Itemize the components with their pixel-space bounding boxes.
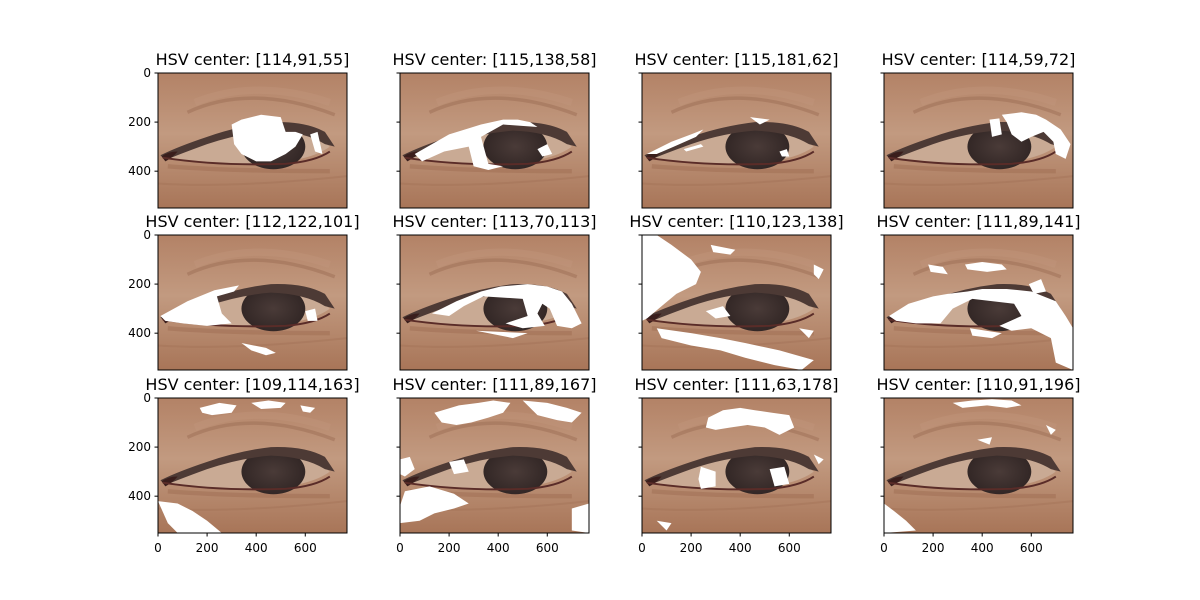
axes-frame — [399, 234, 590, 371]
x-tick-label: 200 — [680, 541, 703, 555]
y-tick-label: 0 — [143, 66, 151, 80]
x-tick-label: 200 — [438, 541, 461, 555]
eye-image — [884, 398, 1073, 533]
subplot: HSV center: [110,123,138] — [629, 212, 844, 371]
subplot: HSV center: [115,181,62] — [635, 50, 839, 209]
subplot-title: HSV center: [111,89,167] — [393, 375, 597, 394]
eye-image — [400, 398, 589, 533]
subplot: HSV center: [111,89,167] 0 200 400 600 — [393, 375, 597, 555]
x-tick-label: 400 — [487, 541, 510, 555]
axes-frame — [883, 397, 1074, 534]
x-tick-label: 400 — [729, 541, 752, 555]
x-tick-label: 600 — [536, 541, 559, 555]
subplot-title: HSV center: [111,89,141] — [877, 212, 1081, 231]
subplot-title: HSV center: [110,91,196] — [877, 375, 1081, 394]
subplot-title: HSV center: [111,63,178] — [635, 375, 839, 394]
axes-frame — [883, 72, 1074, 209]
x-tick-label: 0 — [638, 541, 646, 555]
y-tick-label: 400 — [128, 326, 151, 340]
axes-frame — [399, 397, 590, 534]
x-tick-label: 200 — [196, 541, 219, 555]
y-tick-label: 0 — [143, 228, 151, 242]
subplot-title: HSV center: [115,138,58] — [393, 50, 597, 69]
subplot-title: HSV center: [114,91,55] — [156, 50, 350, 69]
subplot: HSV center: [114,91,55] 0 200 400 — [128, 50, 350, 209]
subplot: HSV center: [111,89,141] — [877, 212, 1081, 371]
eye-image — [400, 235, 589, 370]
eye-image — [158, 235, 347, 370]
x-tick-label: 600 — [778, 541, 801, 555]
x-tick-label: 0 — [396, 541, 404, 555]
axes-frame — [641, 72, 832, 209]
axes-frame — [157, 234, 348, 371]
subplot-title: HSV center: [113,70,113] — [393, 212, 597, 231]
eye-image — [884, 73, 1073, 208]
x-tick-label: 200 — [922, 541, 945, 555]
subplot: HSV center: [115,138,58] — [393, 50, 597, 209]
subplot-title: HSV center: [114,59,72] — [882, 50, 1076, 69]
eye-image — [642, 398, 831, 533]
axes-frame — [399, 72, 590, 209]
eye-image — [158, 398, 347, 533]
subplot: HSV center: [110,91,196] 0 200 400 600 — [877, 375, 1081, 555]
x-tick-label: 400 — [971, 541, 994, 555]
eye-image — [158, 73, 347, 208]
eye-image — [400, 73, 589, 208]
y-tick-label: 200 — [128, 440, 151, 454]
y-tick-label: 200 — [128, 115, 151, 129]
eye-image — [642, 73, 831, 208]
subplot: HSV center: [111,63,178] 0 200 400 600 — [635, 375, 839, 555]
axes-frame — [157, 397, 348, 534]
subplot-title: HSV center: [110,123,138] — [629, 212, 843, 231]
subplot-title: HSV center: [115,181,62] — [635, 50, 839, 69]
axes-frame — [883, 234, 1074, 371]
subplot-title: HSV center: [109,114,163] — [145, 375, 359, 394]
axes-frame — [641, 234, 832, 371]
x-tick-label: 600 — [294, 541, 317, 555]
y-tick-label: 400 — [128, 489, 151, 503]
y-tick-label: 400 — [128, 164, 151, 178]
x-tick-label: 600 — [1020, 541, 1043, 555]
x-tick-label: 0 — [880, 541, 888, 555]
axes-frame — [641, 397, 832, 534]
y-tick-label: 0 — [143, 391, 151, 405]
subplot-title: HSV center: [112,122,101] — [145, 212, 359, 231]
subplot: HSV center: [113,70,113] — [393, 212, 597, 371]
axes-frame — [157, 72, 348, 209]
eye-image — [642, 235, 831, 370]
y-tick-label: 200 — [128, 277, 151, 291]
subplot: HSV center: [112,122,101]0 200 400 — [128, 212, 360, 371]
x-tick-label: 400 — [245, 541, 268, 555]
subplot: HSV center: [114,59,72] — [880, 50, 1076, 209]
x-tick-label: 0 — [154, 541, 162, 555]
eye-image — [884, 235, 1073, 370]
